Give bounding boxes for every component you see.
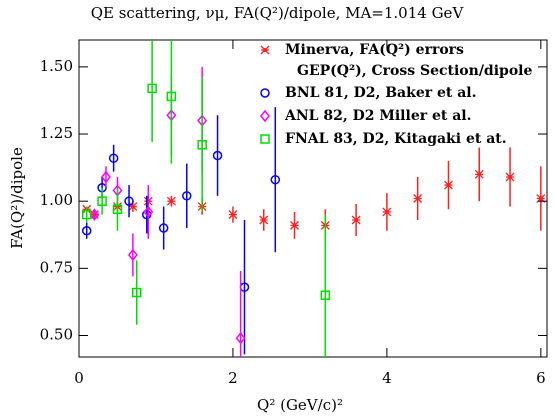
data-point [128,202,138,212]
data-point [351,215,361,225]
data-point [260,109,270,123]
data-point [158,223,169,233]
data-point [100,170,111,184]
data-point [108,153,119,163]
data-point [143,205,154,219]
data-point [474,169,484,179]
data-point [166,91,177,102]
y-tick-label: 0.50 [40,326,73,344]
data-point [235,331,246,345]
data-point [320,290,331,300]
data-point [124,196,134,206]
data-point [536,194,546,203]
data-point [112,204,123,214]
data-point [182,191,192,201]
legend-note: GEP(Q²), Cross Section/dipole [297,63,532,79]
data-point [290,220,299,230]
x-tick-label: 0 [74,369,84,387]
data-point [212,150,223,161]
plot-area [81,40,546,357]
data-point [260,45,270,55]
legend-label: BNL 81, D2, Baker et al. [285,85,476,101]
data-point [97,196,107,206]
legend-label: Minerva, FA(Q²) errors [285,42,464,58]
data-point [81,209,92,220]
y-axis-label: FA(Q²)/dipole [8,147,26,249]
data-point [147,83,157,94]
data-point [259,215,269,225]
data-point [270,174,281,185]
legend-label: ANL 82, D2 Miller et al. [284,108,471,124]
plot-frame [78,39,548,358]
y-tick-label: 1.50 [40,57,73,75]
x-tick-label: 4 [382,369,392,387]
data-point [382,207,392,217]
data-point [228,210,238,220]
chart-title: QE scattering, νμ, FA(Q²)/dipole, MA=1.0… [91,4,465,22]
data-point [166,196,176,206]
x-tick-label: 2 [228,369,238,387]
data-point [413,194,423,203]
data-point [260,88,270,98]
data-point [197,140,207,150]
data-point [81,225,92,236]
data-point [260,134,270,144]
data-point [131,287,142,298]
data-point [444,180,453,190]
y-tick-label: 0.75 [40,258,73,276]
y-tick-label: 1.00 [40,191,73,209]
y-tick-label: 1.25 [40,124,73,142]
legend-label: FNAL 83, D2, Kitagaki et at. [285,131,507,147]
data-point [89,208,100,221]
x-axis-label: Q² (GeV/c)² [257,396,343,414]
data-point [127,248,138,262]
x-tick-label: 6 [536,369,546,387]
data-point [505,172,515,182]
